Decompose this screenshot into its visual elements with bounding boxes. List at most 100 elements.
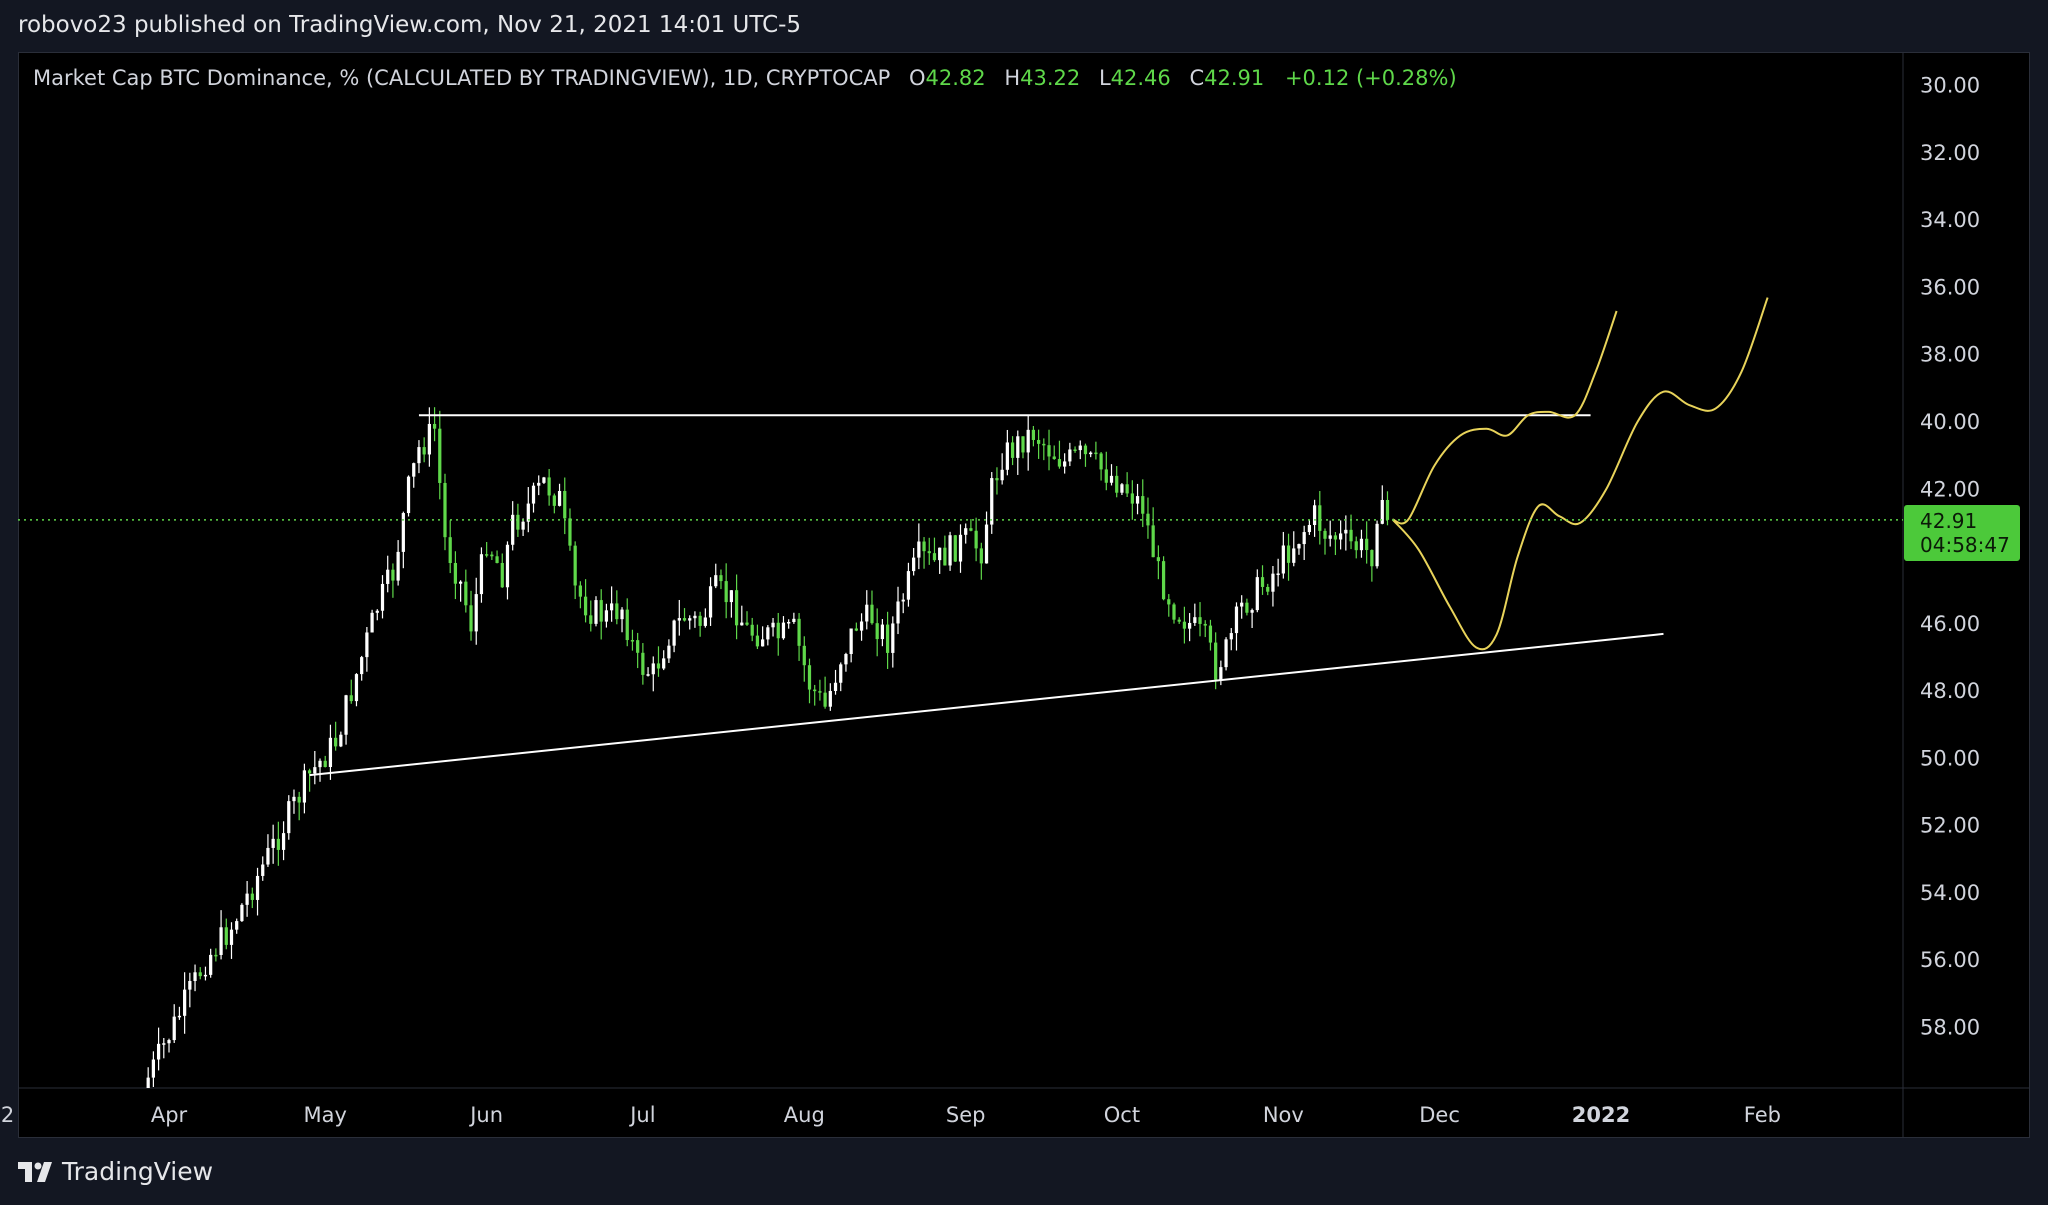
candle-body [766,627,770,640]
candle-body [151,1059,156,1078]
candle-body [615,603,619,620]
candle-body [261,864,265,876]
candle-body [1099,453,1103,470]
candle-body [807,665,812,690]
candle-body [458,581,463,584]
projection-path-1 [1392,310,1618,525]
candle-body [1318,505,1322,531]
candle-body [1057,459,1062,467]
candle-body [318,760,322,768]
candle-body [328,737,333,767]
plot-area[interactable] [146,297,1769,1094]
candle-body [1286,545,1291,563]
candle-body [214,954,218,957]
candle-body [745,622,749,625]
candle-body [349,695,353,702]
footer-bar [0,1138,2048,1205]
legend-low-value: 42.46 [1110,66,1171,90]
candle-body [990,478,994,525]
candle-body [792,618,796,623]
candle-body [589,615,593,624]
candle-body [1229,633,1233,640]
candle-body [1047,445,1051,457]
candle-body [1266,586,1270,592]
x-tick-label: Jul [628,1103,655,1127]
candle-body [1323,530,1327,539]
candle-body [1292,548,1296,563]
tradingview-logo-icon [18,1161,52,1182]
candle-body [511,514,515,545]
candle-body [505,544,510,588]
candle-body [1240,602,1244,607]
y-tick-label: 40.00 [1920,410,1980,434]
candle-body [453,563,458,584]
legend-open-label: O [909,66,926,90]
candle-body [912,557,916,572]
x-tick-label: May [304,1103,347,1127]
y-tick-label: 54.00 [1920,881,1980,905]
candle-body [1281,545,1285,574]
candle-body [938,547,942,561]
y-tick-label: 38.00 [1920,343,1980,367]
candle-body [781,622,786,639]
candle-body [828,690,832,707]
candle-body [698,615,702,626]
x-tick-label: Aug [784,1103,825,1127]
candle-body [1000,469,1004,481]
x-tick-label: Oct [1104,1103,1140,1127]
y-tick-label: 30.00 [1920,74,1980,98]
candle-body [1271,573,1275,592]
candle-body [1276,573,1280,575]
candle-body [406,476,411,514]
x-tick-label: Apr [151,1103,188,1127]
candle-body [776,622,780,639]
candle-body [1234,606,1239,634]
candle-body [1010,442,1015,458]
candle-body [1115,475,1119,493]
candle-body [953,535,957,562]
candle-body [1359,538,1364,551]
candle-body [224,927,228,945]
candle-body [740,622,744,626]
candle-body [313,767,317,774]
candle-body [479,554,484,595]
candle-body [1177,619,1181,622]
candle-body [865,604,869,622]
candle-body [771,622,775,628]
candle-body [1016,436,1020,458]
candle-body [500,562,504,588]
candle-body [885,624,890,653]
candle-body [380,583,385,611]
candle-body [708,586,713,618]
y-tick-label: 34.00 [1920,208,1980,232]
candle-body [859,621,864,631]
candle-body [1333,535,1338,540]
candle-body [1161,561,1166,600]
candle-body [354,674,359,702]
candle-body [849,628,853,655]
candle-body [984,524,989,564]
chart-frame[interactable] [18,52,2030,1138]
candle-body [334,737,338,747]
tradingview-logo[interactable]: TradingView [18,1157,213,1186]
candle-body [943,547,947,566]
y-tick-label: 32.00 [1920,141,1980,165]
candle-body [219,927,223,955]
candle-body [948,535,952,566]
legend-symbol: Market Cap BTC Dominance, % (CALCULATED … [33,66,891,90]
candle-body [464,581,468,606]
candle-body [193,972,197,981]
candle-body [172,1016,176,1041]
candle-body [307,770,312,774]
candle-body [1130,493,1134,504]
candle-body [448,537,452,564]
support-trendline [309,632,1664,777]
x-tick-label: Dec [1419,1103,1460,1127]
candle-body [1328,535,1332,539]
candle-body [1052,456,1056,460]
candle-body [1193,617,1197,623]
candle-body [1021,436,1025,453]
candle-body [255,875,260,900]
candle-body [417,447,421,464]
